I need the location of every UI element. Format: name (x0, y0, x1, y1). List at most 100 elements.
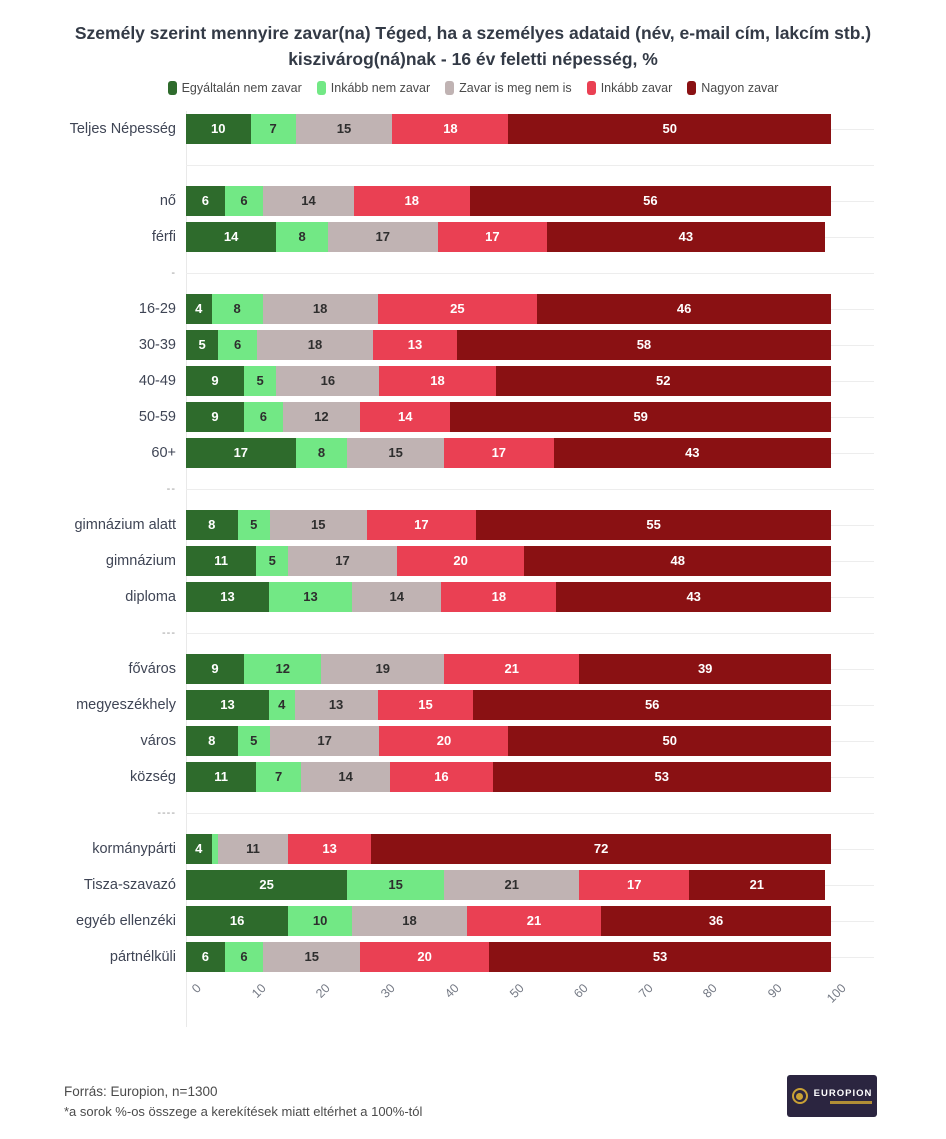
bar-segment: 21 (466, 905, 602, 936)
bar-segment: 15 (269, 509, 367, 540)
bar-value-label: 14 (338, 769, 353, 784)
bar-value-label: 21 (504, 877, 519, 892)
x-axis-tick-label: 10 (248, 980, 269, 1001)
bar-value-label: 7 (269, 121, 277, 136)
bar-segment: 18 (379, 365, 496, 396)
row-label: gimnázium alatt (74, 516, 176, 533)
bar-track: 16 10 18 21 36 (186, 905, 831, 936)
bar-segment: 13 (373, 329, 457, 360)
bar-segment: 43 (553, 437, 831, 468)
bar-value-label: 10 (211, 121, 226, 136)
bar-segment: 15 (347, 437, 444, 468)
bar-value-label: 17 (414, 517, 429, 532)
bar-row: község 11 7 14 16 53 (8, 759, 946, 795)
bar-value-label: 15 (418, 697, 433, 712)
bar-segment: 14 (186, 221, 277, 252)
legend-label: Nagyon zavar (701, 80, 779, 95)
bar-value-label: 18 (307, 337, 323, 352)
bar-track: 25 15 21 17 21 (186, 869, 831, 900)
row-label: város (140, 732, 176, 749)
bar-value-label: 6 (201, 193, 209, 208)
bar-value-label: 18 (430, 373, 445, 388)
bar-row: Tisza-szavazó 25 15 21 17 21 (8, 867, 946, 903)
bar-value-label: 4 (278, 697, 286, 712)
bar-value-label: 13 (220, 589, 235, 604)
bar-segment: 17 (437, 221, 548, 252)
bar-segment: 15 (295, 113, 393, 144)
bar-value-label: 53 (652, 949, 668, 964)
bar-segment: 6 (224, 941, 264, 972)
bar-value-label: 20 (453, 553, 468, 568)
bar-segment: 14 (352, 581, 442, 612)
bar-segment: 18 (353, 185, 470, 216)
chart-title: Személy szerint mennyire zavar(na) Téged… (74, 23, 872, 70)
bar-row: férfi 14 8 17 17 43 (8, 219, 946, 255)
bar-value-label: 53 (654, 769, 669, 784)
bar-value-label: 6 (233, 337, 242, 352)
bar-value-label: 5 (268, 553, 276, 568)
bar-segment: 15 (347, 869, 444, 900)
bar-segment: 19 (321, 653, 444, 684)
bar-value-label: 17 (317, 733, 332, 748)
bar-row: 16-29 4 8 18 25 46 (8, 291, 946, 327)
bar-segment: 10 (288, 905, 353, 936)
bar-value-label: 43 (678, 229, 694, 244)
bar-value-label: 50 (662, 121, 677, 136)
bar-segment: 13 (186, 581, 270, 612)
bar-value-label: 10 (312, 913, 328, 928)
bar-value-label: 20 (436, 733, 452, 748)
legend-swatch-icon (316, 80, 326, 95)
bar-row: 50-59 9 6 12 14 59 (8, 399, 946, 435)
bar-value-label: 43 (686, 589, 701, 604)
separator-row: -- (8, 471, 946, 507)
bar-segment: 17 (366, 509, 477, 540)
bar-value-label: 36 (708, 913, 724, 928)
europion-logo-icon (791, 1088, 808, 1104)
row-label: 16-29 (138, 300, 176, 317)
bar-value-label: 20 (417, 949, 432, 964)
bar-track: 17 8 15 17 43 (186, 437, 831, 468)
bar-row: diploma 13 13 14 18 43 (8, 579, 946, 615)
chart-rows: Teljes Népesség 10 7 15 18 50 nő 6 6 14 18 56 férfi 1… (8, 111, 946, 975)
separator-row (8, 147, 946, 183)
bar-value-label: 9 (211, 409, 219, 424)
bar-track: 6 6 15 20 53 (186, 941, 831, 972)
bar-segment: 10 (186, 113, 251, 144)
bar-segment: 20 (396, 545, 525, 576)
bar-value-label: 16 (434, 769, 449, 784)
x-axis-tick-label: 80 (700, 980, 720, 1001)
bar-value-label: 6 (240, 949, 248, 964)
legend-label: Inkább nem zavar (330, 80, 431, 95)
row-label: - (171, 266, 176, 279)
bar-track: 9 6 12 14 59 (186, 401, 831, 432)
bar-value-label: 15 (336, 121, 352, 136)
bar-track: 13 4 13 15 56 (186, 689, 831, 720)
bar-segment: 7 (256, 761, 301, 792)
row-label: Tisza-szavazó (83, 876, 176, 893)
bar-row: gimnázium alatt 8 5 15 17 55 (8, 507, 946, 543)
row-label: 40-49 (138, 372, 176, 389)
row-label: Teljes Népesség (69, 120, 176, 137)
separator-row: --- (8, 615, 946, 651)
bar-segment: 16 (390, 761, 493, 792)
bar-segment: 17 (327, 221, 438, 252)
bar-value-label: 39 (697, 661, 713, 676)
bar-value-label: 14 (223, 229, 239, 244)
x-axis-tick-label: 60 (571, 980, 591, 1001)
bar-value-label: 43 (685, 445, 700, 460)
bar-track: 14 8 17 17 43 (186, 221, 831, 252)
bar-value-label: 14 (389, 589, 404, 604)
row-label: 50-59 (138, 408, 176, 425)
bar-segment: 18 (392, 113, 509, 144)
bar-value-label: 21 (749, 877, 765, 892)
legend: Egyáltalán nem zavar Inkább nem zavar Zava… (0, 80, 946, 95)
bar-row: pártnélküli 6 6 15 20 53 (8, 939, 946, 975)
bar-value-label: 9 (211, 661, 219, 676)
bar-value-label: 18 (402, 913, 417, 928)
source-text: Forrás: Europion, n=1300 (64, 1084, 218, 1099)
bar-segment: 14 (360, 401, 451, 432)
bar-row: kormánypárti 4 11 13 72 (8, 831, 946, 867)
bar-segment: 4 (269, 689, 295, 720)
bar-segment: 14 (300, 761, 391, 792)
bar-value-label: 17 (627, 877, 642, 892)
